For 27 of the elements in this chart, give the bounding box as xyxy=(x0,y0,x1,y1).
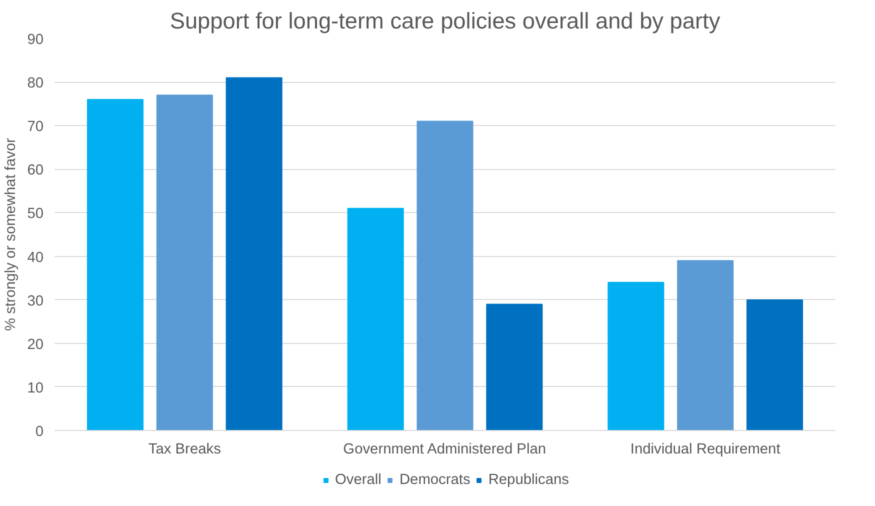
legend-label: Republicans xyxy=(488,472,569,488)
y-tick-label: 30 xyxy=(27,293,44,310)
bar xyxy=(347,208,404,430)
bar xyxy=(746,299,804,430)
y-tick-label: 0 xyxy=(35,424,44,440)
legend-label: Overall xyxy=(335,472,382,488)
x-tick-label: Individual Requirement xyxy=(630,442,780,458)
bar xyxy=(226,77,282,430)
x-tick-label: Tax Breaks xyxy=(148,442,221,458)
x-tick-label: Government Administered Plan xyxy=(343,442,546,458)
chart-title: Support for long-term care policies overall and by party xyxy=(170,8,721,34)
bar xyxy=(86,98,144,430)
y-tick-label: 70 xyxy=(27,119,44,136)
bar xyxy=(416,120,474,430)
y-tick-label: 50 xyxy=(27,206,44,222)
legend-label: Democrats xyxy=(399,472,470,488)
y-tick-label: 80 xyxy=(27,76,44,92)
y-tick-label: 40 xyxy=(27,250,44,266)
y-tick-label: 90 xyxy=(27,32,44,48)
y-axis-title: % strongly or somewhat favor xyxy=(3,138,20,332)
y-tick-label: 10 xyxy=(27,380,44,396)
bar xyxy=(486,304,543,430)
y-tick-label: 60 xyxy=(27,162,44,179)
bar xyxy=(156,94,213,430)
bar xyxy=(608,282,664,430)
bar xyxy=(677,260,734,430)
y-tick-label: 20 xyxy=(27,336,44,353)
